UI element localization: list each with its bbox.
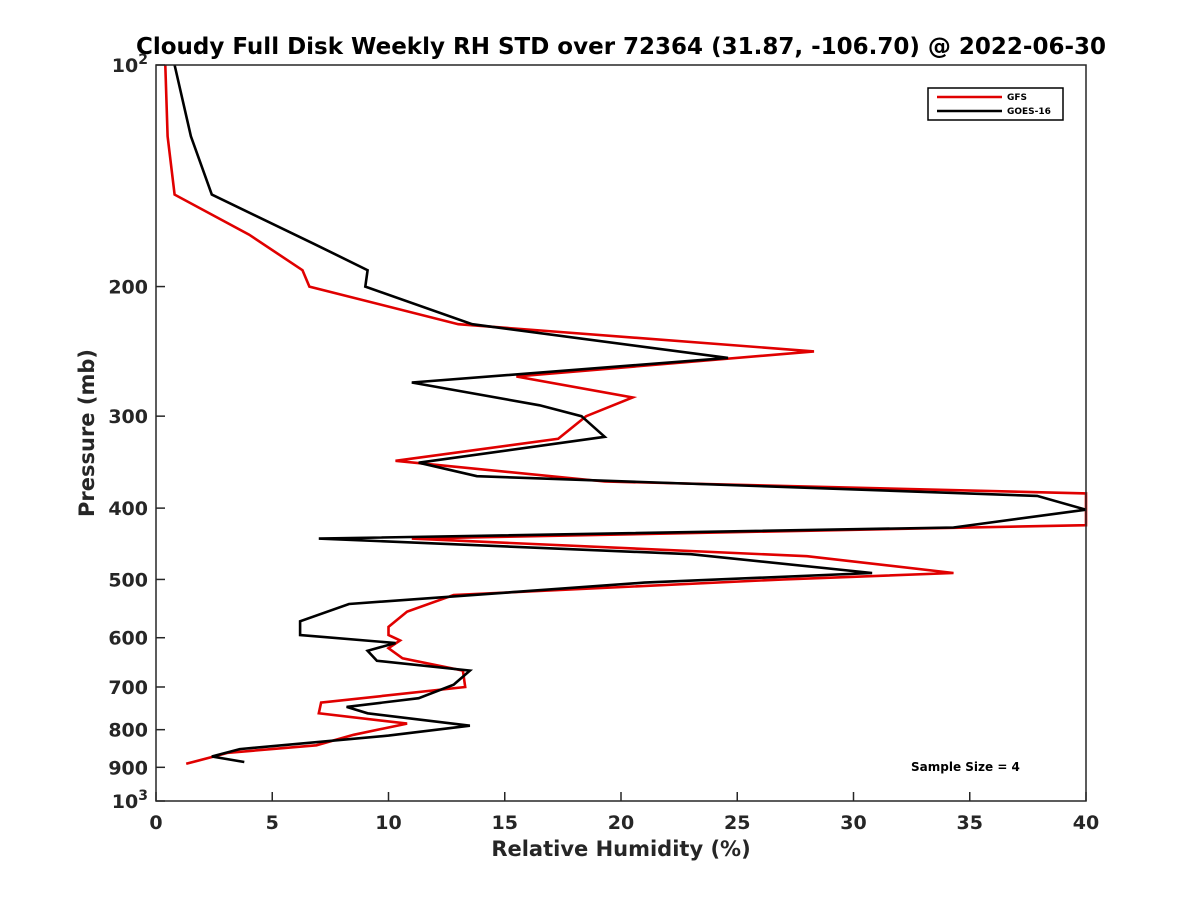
x-tick-label: 35 (957, 812, 983, 834)
y-tick-label: 700 (108, 677, 148, 699)
series-line-goes16 (173, 64, 1087, 764)
axes-frame (155, 64, 1087, 802)
series-lines (164, 64, 1088, 766)
chart-title: Cloudy Full Disk Weekly RH STD over 7236… (136, 34, 1106, 60)
y-tick-label: 800 (108, 720, 148, 742)
series-line-gfs (164, 64, 1088, 766)
y-axis-ticks: 102 200 300 400 500 600 700 800 900 103 (108, 52, 165, 813)
x-tick-label: 25 (724, 812, 750, 834)
sample-size-note: Sample Size = 4 (911, 760, 1020, 774)
x-tick-label: 30 (840, 812, 866, 834)
legend-label-gfs: GFS (1007, 93, 1027, 103)
x-axis-ticks: 0 5 10 15 20 25 30 35 40 (149, 792, 1099, 834)
y-tick-label: 102 (112, 52, 148, 77)
legend-box (927, 87, 1064, 121)
x-tick-label: 20 (608, 812, 634, 834)
x-tick-label: 0 (149, 812, 162, 834)
y-tick-label: 300 (108, 406, 148, 428)
x-tick-label: 10 (375, 812, 401, 834)
x-tick-label: 5 (266, 812, 279, 834)
y-tick-label: 103 (112, 788, 148, 813)
y-tick-label: 500 (108, 569, 148, 591)
x-tick-label: 15 (492, 812, 518, 834)
legend: GFS GOES-16 (927, 87, 1064, 121)
legend-label-goes16: GOES-16 (1007, 107, 1051, 117)
y-tick-label: 600 (108, 628, 148, 650)
y-tick-label: 900 (108, 757, 148, 779)
y-tick-label: 200 (108, 277, 148, 299)
x-axis-label: Relative Humidity (%) (491, 837, 750, 861)
x-tick-label: 40 (1073, 812, 1099, 834)
y-tick-label: 400 (108, 498, 148, 520)
y-axis-label: Pressure (mb) (75, 349, 99, 517)
